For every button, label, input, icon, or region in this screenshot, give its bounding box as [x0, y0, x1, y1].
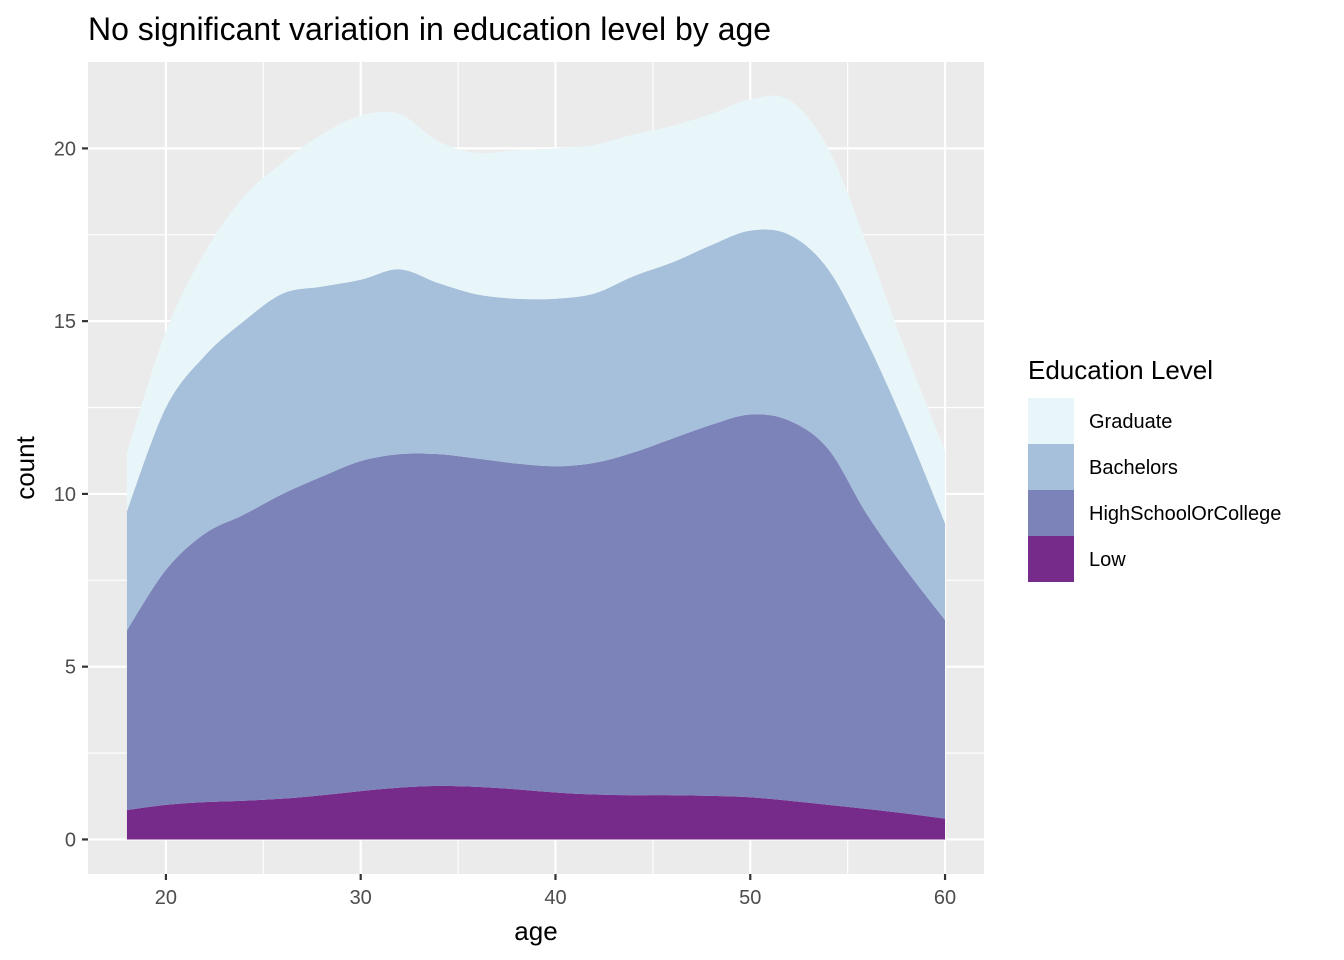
- y-tick-label: 0: [65, 829, 76, 851]
- legend-title: Education Level: [1028, 355, 1213, 385]
- x-tick-label: 40: [544, 887, 566, 909]
- legend-label-bachelors: Bachelors: [1089, 457, 1178, 479]
- stacked-areas: [126, 95, 946, 840]
- x-axis: 20 30 40 50 60: [155, 874, 956, 909]
- legend-items: Graduate Bachelors HighSchoolOrCollege Low: [1028, 398, 1281, 582]
- legend-key-bachelors: [1028, 444, 1074, 490]
- x-tick-label: 60: [934, 887, 956, 909]
- area-graduate: [126, 95, 946, 524]
- legend-key-graduate: [1028, 398, 1074, 444]
- y-tick-label: 5: [65, 657, 76, 679]
- x-tick-label: 50: [739, 887, 761, 909]
- x-tick-label: 30: [350, 887, 372, 909]
- legend: Education Level Graduate Bachelors HighSch…: [1028, 355, 1281, 582]
- chart-title: No significant variation in education le…: [88, 11, 771, 47]
- y-tick-label: 15: [54, 311, 76, 333]
- x-tick-label: 20: [155, 887, 177, 909]
- y-axis-title: count: [10, 435, 40, 499]
- legend-label-low: Low: [1089, 549, 1126, 571]
- legend-label-graduate: Graduate: [1089, 411, 1172, 433]
- legend-label-highschoolorcollege: HighSchoolOrCollege: [1089, 503, 1281, 525]
- area-low: [126, 785, 946, 840]
- x-axis-title: age: [514, 916, 557, 946]
- legend-key-highschoolorcollege: [1028, 490, 1074, 536]
- area-highschoolorcollege: [126, 414, 946, 819]
- area-bachelors: [126, 229, 946, 631]
- y-tick-label: 20: [54, 138, 76, 160]
- y-axis: 0 5 10 15 20: [54, 138, 88, 851]
- legend-key-low: [1028, 536, 1074, 582]
- y-tick-label: 10: [54, 484, 76, 506]
